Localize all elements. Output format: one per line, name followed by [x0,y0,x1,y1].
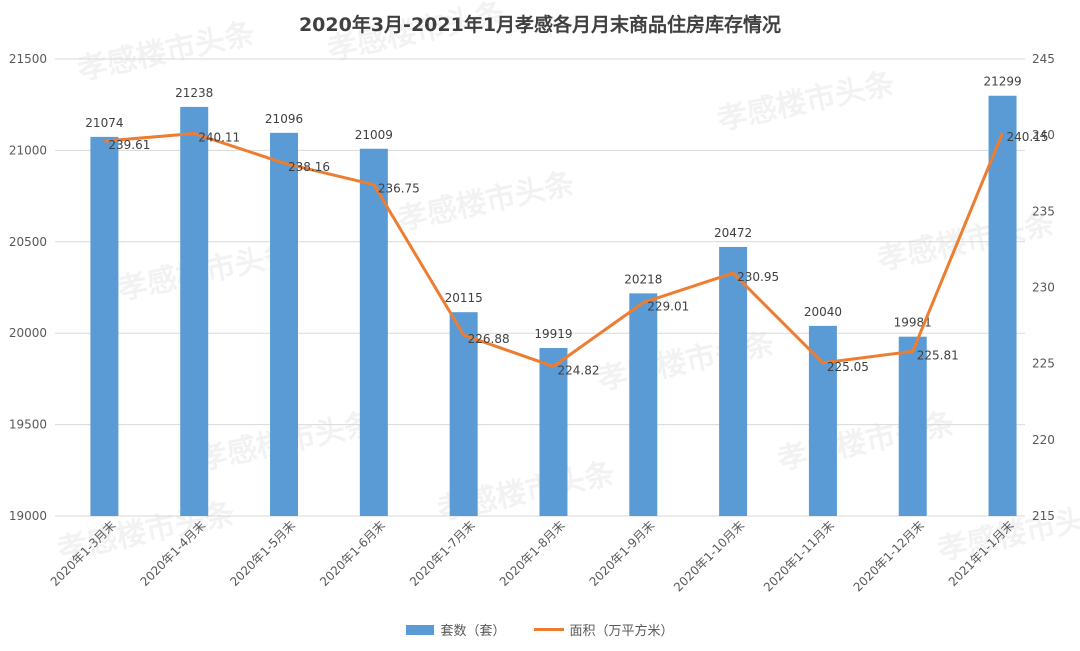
bar [808,325,837,516]
chart-title: 2020年3月-2021年1月孝感各月月末商品住房库存情况 [298,14,782,36]
bar [629,293,658,516]
legend-item-line: 面积（万平方米） [533,620,674,639]
y-right-tick-label: 215 [1032,509,1055,523]
watermark-text: 孝感楼市头条 [714,66,897,138]
bar-data-label: 21096 [265,112,303,126]
bar-data-label: 20218 [624,272,662,286]
watermark-text: 孝感楼市头条 [774,406,957,478]
y-right-tick-label: 225 [1032,357,1055,371]
bar-data-label: 20472 [714,226,752,240]
bar-data-label: 19919 [534,327,572,341]
y-right-tick-label: 220 [1032,433,1055,447]
y-right-tick-label: 245 [1032,52,1055,66]
line-data-label: 240.11 [198,130,240,144]
line-series [104,131,1004,368]
bar-data-label: 21009 [355,128,393,142]
y-left-tick-label: 20500 [9,235,47,249]
x-tick-label: 2020年1-7月末 [407,518,478,589]
watermark-text: 孝感楼市头条 [324,0,507,68]
bar-data-label: 20115 [445,291,483,305]
legend-item-bar: 套数（套） [406,620,506,639]
line-data-label: 240.15 [1007,130,1049,144]
line-data-label: 238.16 [288,160,330,174]
line-data-label: 225.05 [827,360,869,374]
x-tick-label: 2020年1-11月末 [761,518,837,594]
legend-bar-label: 套数（套） [440,624,506,639]
x-tick-label: 2020年1-12月末 [851,518,927,594]
x-tick-label: 2020年1-10月末 [671,518,747,594]
bar [359,148,388,516]
y-left-tick-label: 19500 [9,418,47,432]
line-data-label: 225.81 [917,348,959,362]
x-tick-label: 2020年1-6月末 [317,518,388,589]
bar [180,106,209,516]
y-right-tick-label: 230 [1032,281,1055,295]
line-data-label: 226.88 [468,332,510,346]
bar [988,95,1017,516]
bar [719,246,748,516]
bar-data-label: 20040 [804,305,842,319]
x-tick-label: 2020年1-5月末 [227,518,298,589]
y-left-tick-label: 21000 [9,143,47,157]
legend-line-label: 面积（万平方米） [569,624,674,639]
legend-bar-swatch [406,624,435,635]
watermark-text: 孝感楼市头条 [594,326,777,398]
line-data-label: 230.95 [737,270,779,284]
y-left-tick-label: 19000 [9,509,47,523]
y-right-tick-label: 240 [1032,128,1055,142]
bar-data-label: 21238 [175,86,213,100]
bar-data-label: 21074 [85,116,123,130]
watermark-text: 孝感楼市头条 [74,16,257,88]
x-tick-label: 2020年1-9月末 [587,518,658,589]
bar [270,132,299,516]
y-left-tick-label: 20000 [9,326,47,340]
bar [898,336,927,516]
line-data-label: 239.61 [108,138,150,152]
line-data-label: 224.82 [557,363,599,377]
line-data-label: 236.75 [378,182,420,196]
y-left-tick-label: 21500 [9,52,47,66]
watermark-text: 孝感楼市头条 [394,166,577,238]
x-tick-label: 2020年1-8月末 [497,518,568,589]
line-data-label: 229.01 [647,300,689,314]
y-right-tick-label: 235 [1032,204,1055,218]
bar [449,312,478,516]
bar-data-label: 21299 [983,75,1021,89]
legend-line-swatch [533,628,564,631]
bar [90,136,119,516]
legend: 套数（套） 面积（万平方米） [0,620,1080,639]
bar [539,348,568,516]
